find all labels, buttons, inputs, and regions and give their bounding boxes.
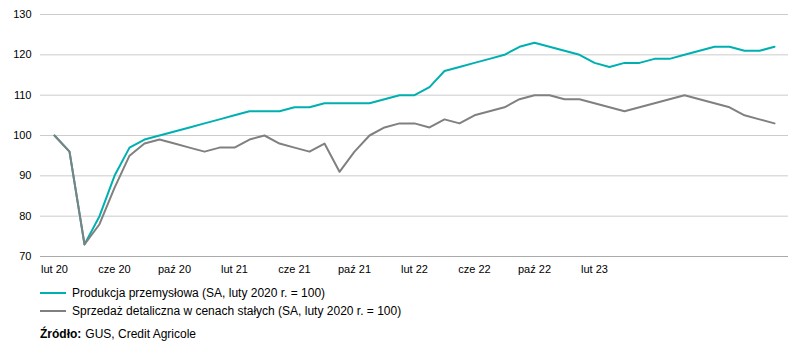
svg-text:paź 20: paź 20 bbox=[158, 263, 191, 275]
svg-text:100: 100 bbox=[13, 129, 31, 141]
svg-text:120: 120 bbox=[13, 48, 31, 60]
svg-text:130: 130 bbox=[13, 8, 31, 20]
html-text:Źródło: GUS, Credit Agricole: Źródło: GUS, Credit Agricole bbox=[40, 327, 196, 341]
html-text:Produkcja przemysłowa (SA, lut: Produkcja przemysłowa (SA, luty 2020 r. … bbox=[72, 286, 326, 300]
svg-text:lut 23: lut 23 bbox=[581, 263, 608, 275]
svg-text:lut 20: lut 20 bbox=[41, 263, 68, 275]
html-text:Sprzedaż detaliczna w cenach s: Sprzedaż detaliczna w cenach stałych (SA… bbox=[72, 304, 402, 318]
svg-text:cze 21: cze 21 bbox=[278, 263, 310, 275]
svg-text:paź 21: paź 21 bbox=[338, 263, 371, 275]
svg-text:80: 80 bbox=[19, 210, 31, 222]
svg-text:lut 21: lut 21 bbox=[221, 263, 248, 275]
svg-text:paź 22: paź 22 bbox=[518, 263, 551, 275]
svg-text:cze 22: cze 22 bbox=[458, 263, 490, 275]
svg-text:cze 20: cze 20 bbox=[98, 263, 130, 275]
svg-text:110: 110 bbox=[14, 89, 32, 101]
svg-text:90: 90 bbox=[19, 169, 31, 181]
svg-text:lut 22: lut 22 bbox=[401, 263, 428, 275]
svg-text:70: 70 bbox=[19, 250, 31, 262]
